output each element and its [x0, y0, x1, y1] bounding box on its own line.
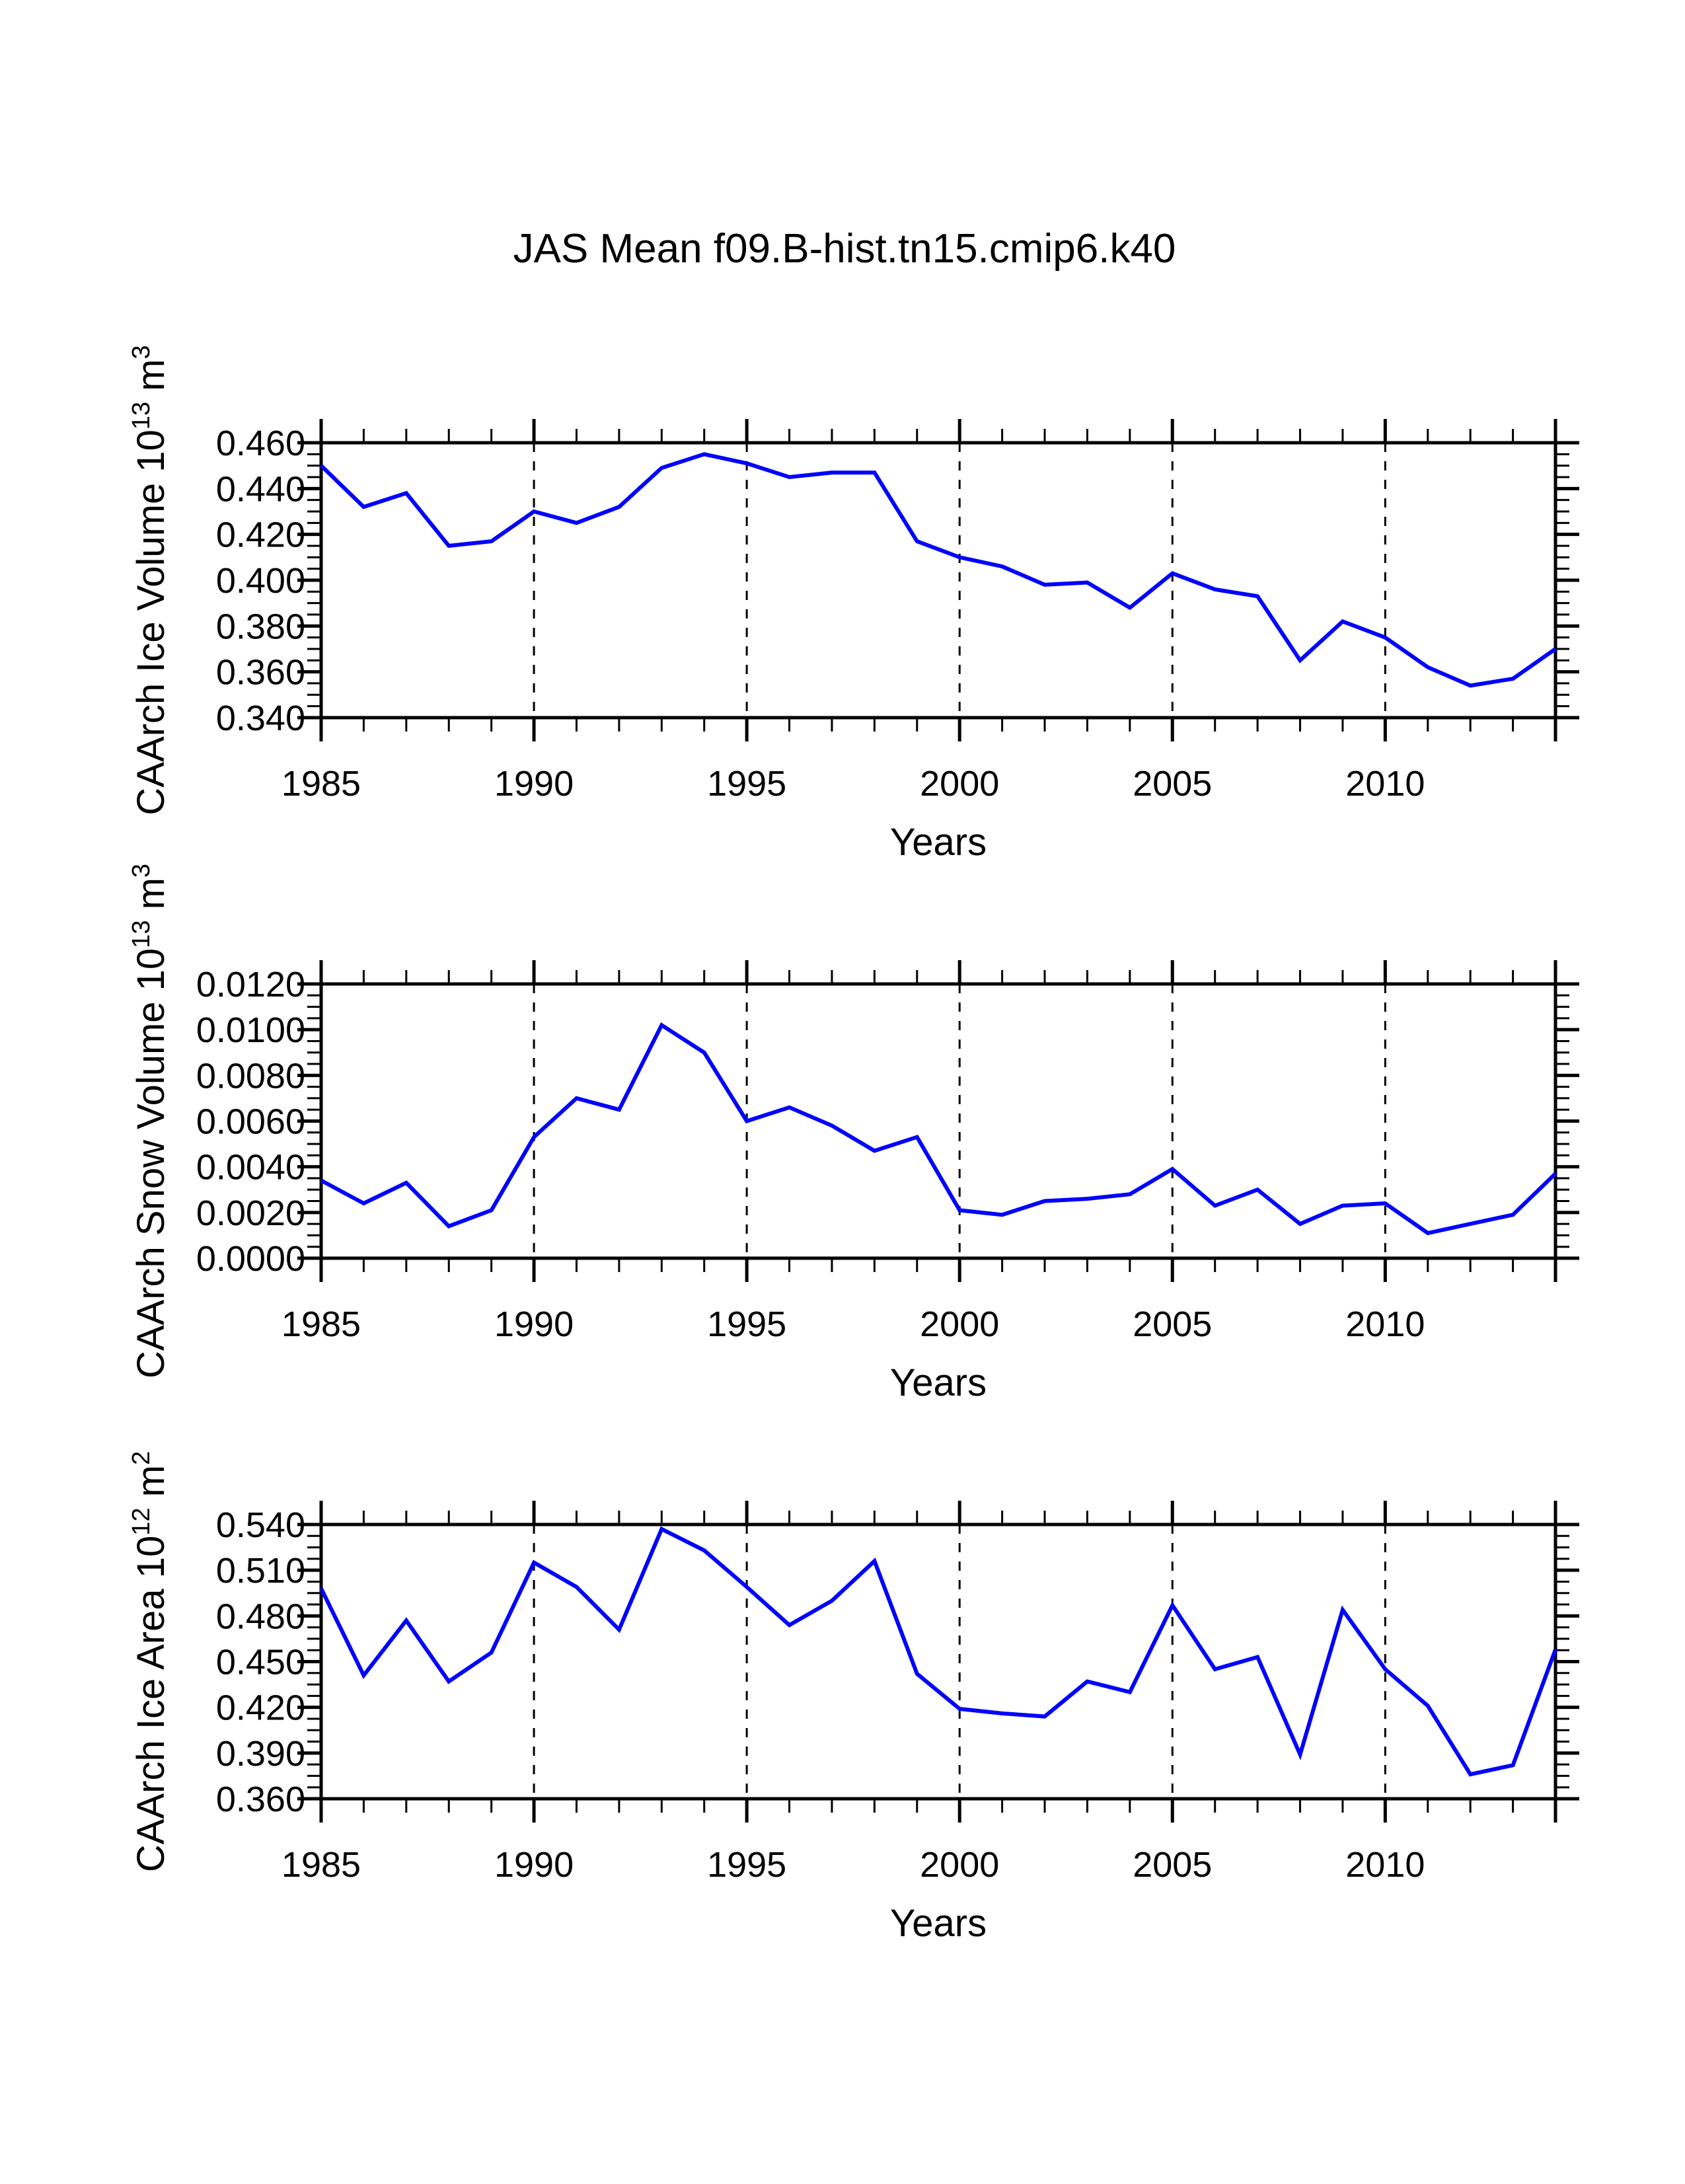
y-tick-label: 0.0020 — [196, 1193, 305, 1233]
series-line-ice-area — [319, 1526, 1557, 1777]
x-axis-title: Years — [890, 1361, 987, 1404]
y-tick-label: 0.0000 — [196, 1239, 305, 1279]
x-tick-label: 1990 — [494, 1845, 574, 1885]
x-tick-label: 2010 — [1345, 1845, 1425, 1885]
x-tick-label: 2010 — [1345, 764, 1425, 804]
x-tick-label: 1995 — [707, 1845, 786, 1885]
y-tick-label: 0.0060 — [196, 1102, 305, 1142]
y-tick-label: 0.400 — [216, 561, 305, 601]
x-axis-title: Years — [890, 1902, 987, 1945]
x-tick-label: 2000 — [920, 1845, 999, 1885]
series-line-snow-volume — [320, 1022, 1557, 1236]
x-tick-label: 1990 — [494, 764, 574, 804]
plot-frame — [319, 1523, 1557, 1801]
y-tick-label: 0.450 — [216, 1643, 305, 1682]
x-tick-label: 2000 — [920, 764, 999, 804]
x-tick-label: 2005 — [1133, 764, 1212, 804]
x-tick-label: 2010 — [1345, 1304, 1425, 1344]
y-tick-label: 0.360 — [216, 653, 305, 693]
y-tick-label: 0.360 — [216, 1780, 305, 1819]
x-tick-label: 1995 — [707, 764, 786, 804]
plot-frame — [319, 441, 1557, 720]
y-tick-label: 0.460 — [216, 424, 305, 463]
y-tick-label: 0.0080 — [196, 1056, 305, 1096]
y-tick-label: 0.380 — [216, 607, 305, 646]
x-tick-label: 1995 — [707, 1304, 786, 1344]
x-tick-label: 1985 — [281, 1845, 361, 1885]
x-tick-label: 2000 — [920, 1304, 999, 1344]
x-tick-label: 1985 — [281, 764, 361, 804]
y-axis-title-group: CAArch Ice Area 1012 m2 — [128, 1451, 172, 1872]
series-line-ice-volume — [319, 452, 1557, 688]
x-tick-label: 2005 — [1133, 1304, 1212, 1344]
y-tick-label: 0.510 — [216, 1551, 305, 1591]
y-axis-title: CAArch Snow Volume 1013 m3 — [128, 864, 172, 1378]
y-axis-title-group: CAArch Snow Volume 1013 m3 — [128, 864, 172, 1378]
panel-snow-volume: 0.0000 0.0020 0.0040 0.0060 0.0080 0.0100 0.01… — [128, 864, 1579, 1404]
y-axis-title: CAArch Ice Volume 1013 m3 — [128, 345, 172, 815]
y-tick-label: 0.480 — [216, 1597, 305, 1636]
y-tick-label: 0.0120 — [196, 965, 305, 1004]
chart-title: JAS Mean f09.B-hist.tn15.cmip6.k40 — [513, 226, 1176, 272]
y-axis-title-group: CAArch Ice Volume 1013 m3 — [128, 345, 172, 815]
x-tick-label: 1985 — [281, 1304, 361, 1344]
x-axis-title: Years — [890, 821, 987, 864]
y-tick-label: 0.390 — [216, 1734, 305, 1774]
y-tick-label: 0.420 — [216, 1688, 305, 1728]
y-tick-label: 0.540 — [216, 1505, 305, 1545]
y-tick-label: 0.0040 — [196, 1148, 305, 1187]
y-tick-label: 0.340 — [216, 698, 305, 738]
y-tick-label: 0.0100 — [196, 1010, 305, 1050]
x-tick-label: 1990 — [494, 1304, 574, 1344]
y-tick-label: 0.420 — [216, 515, 305, 555]
panel-ice-volume: 0.340 0.360 0.380 0.400 0.420 0.440 0.460 1985 1… — [128, 345, 1579, 864]
y-tick-label: 0.440 — [216, 469, 305, 509]
plot-frame — [319, 982, 1557, 1260]
panel-ice-area: 0.360 0.390 0.420 0.450 0.480 0.510 0.540 1985 1… — [128, 1451, 1579, 1945]
x-tick-label: 2005 — [1133, 1845, 1212, 1885]
y-axis-title: CAArch Ice Area 1012 m2 — [128, 1451, 172, 1872]
